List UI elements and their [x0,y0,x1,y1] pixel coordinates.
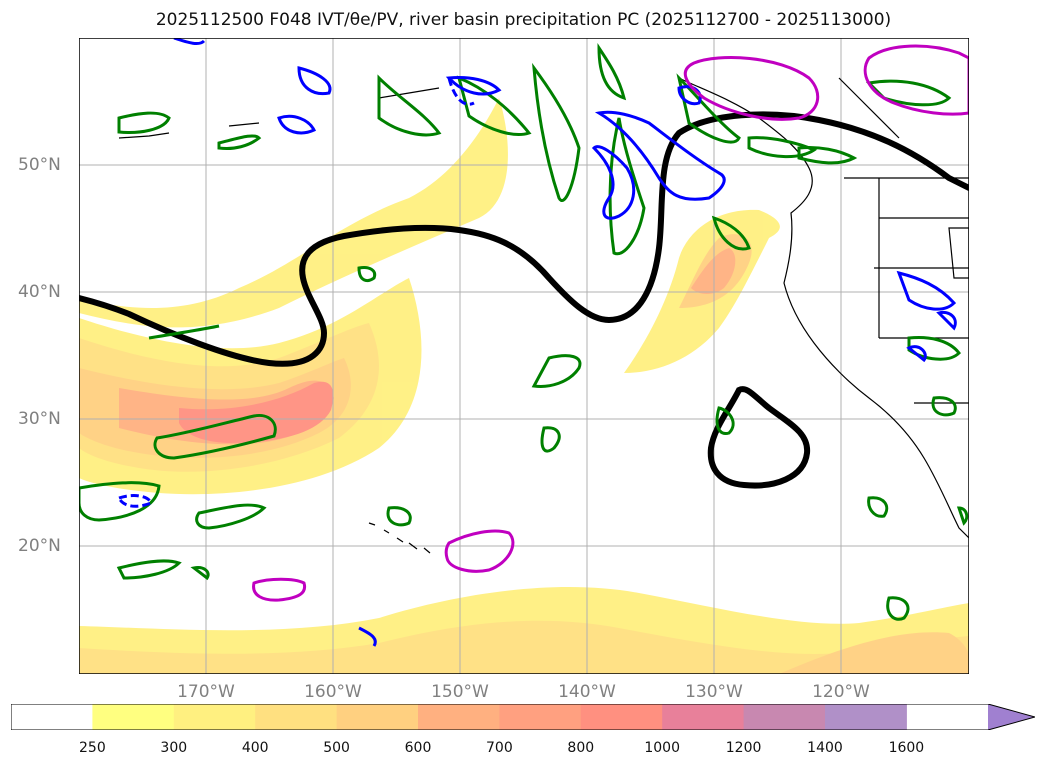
colorbar-segment [743,704,826,730]
lon-label-140w: 140°W [558,682,616,702]
colorbar-segment [418,704,500,730]
colorbar-tick-label: 1200 [725,740,762,756]
chart-title: 2025112500 F048 IVT/θe/PV, river basin p… [155,10,892,30]
lon-label-170w: 170°W [177,682,235,702]
lat-label-50n: 50°N [18,155,61,175]
colorbar-tick-label: 1600 [888,740,925,756]
colorbar-segment [336,704,419,730]
colorbar-tick-label: 300 [160,740,188,756]
lat-label-30n: 30°N [18,409,61,429]
ivt-shading [79,98,969,674]
colorbar-tick-label: 250 [79,740,106,756]
colorbar-segment [255,704,338,730]
colorbar [11,704,1035,730]
pv-contours-green [79,43,969,621]
coastlines [118,77,969,554]
colorbar-tick-label: 400 [241,740,269,756]
pv-contours-blue [116,38,957,647]
lat-label-20n: 20°N [18,536,61,556]
colorbar-extend-arrow [988,704,1035,730]
colorbar-segment [662,704,745,730]
pv-contours-magenta [252,44,969,602]
colorbar-tick-label: 1000 [644,740,680,756]
colorbar-segment [92,704,175,730]
colorbar-segment [580,704,663,730]
lat-label-40n: 40°N [18,282,61,302]
colorbar-segment [825,704,907,730]
lon-label-150w: 150°W [431,682,489,702]
colorbar-tick-label: 700 [486,740,513,756]
lon-label-160w: 160°W [304,682,362,702]
graticule [79,38,969,674]
colorbar-tick-label: 1400 [807,740,843,756]
colorbar-segment [11,704,93,730]
colorbar-segment [173,704,256,730]
map-canvas [79,38,969,674]
colorbar-tick-label: 800 [567,740,595,756]
colorbar-segment [499,704,582,730]
lon-label-130w: 130°W [685,682,743,702]
colorbar-tick-label: 600 [404,740,432,756]
lon-label-120w: 120°W [812,682,870,702]
colorbar-tick-label: 500 [323,740,350,756]
